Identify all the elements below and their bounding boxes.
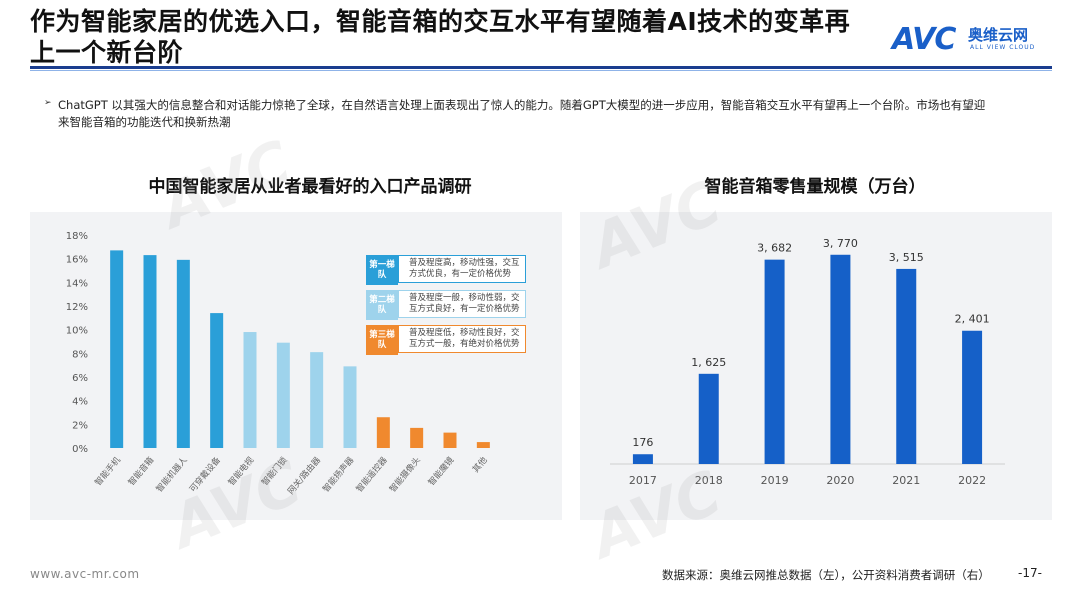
speaker-retail-volume-chart: 176 2017 1, 625 2018 3, 682 2019 3, 770 2020 3, … — [610, 237, 1005, 487]
left-y-tick-label: 12% — [66, 302, 88, 313]
left-y-tick-label: 2% — [72, 420, 88, 431]
left-y-tick-label: 8% — [72, 349, 88, 360]
left-bar — [376, 417, 390, 448]
right-bar — [962, 330, 983, 464]
right-value-label: 176 — [632, 436, 653, 449]
left-y-tick-label: 4% — [72, 397, 88, 408]
left-bar — [476, 442, 490, 448]
right-x-tick-label: 2018 — [695, 474, 723, 487]
entry-product-survey-chart: 0%2%4%6%8%10%12%14%16%18%智能手机 智能音箱智能机器人可穿… — [66, 231, 490, 497]
right-x-tick-label: 2021 — [892, 474, 920, 487]
left-bar — [176, 259, 190, 448]
tier1-tag: 第一梯队 — [366, 255, 398, 285]
header-divider — [30, 66, 1052, 69]
footer-url: www.avc-mr.com — [30, 567, 140, 581]
right-bar — [698, 373, 719, 464]
tier3-tag: 第三梯队 — [366, 325, 398, 355]
summary-text: ChatGPT 以其强大的信息整合和对话能力惊艳了全球，在自然语言处理上面表现出… — [58, 98, 986, 129]
right-bar — [830, 254, 851, 464]
right-x-tick-label: 2019 — [761, 474, 789, 487]
brand-logo: AVC 奥维云网 ALL VIEW CLOUD — [892, 22, 1062, 58]
left-bar — [443, 432, 457, 448]
right-bar — [764, 259, 785, 464]
left-x-tick-label: 智能音箱 — [126, 454, 157, 487]
right-value-label: 3, 515 — [889, 251, 924, 264]
tier2-legend: 第二梯队 普及程度一般，移动性弱，交互方式良好，有一定价格优势 — [366, 290, 526, 320]
right-bar — [896, 268, 917, 464]
left-x-tick-label: 智能摄像头 — [387, 454, 423, 494]
tier1-desc: 普及程度高，移动性强，交互方式优良，有一定价格优势 — [398, 255, 526, 283]
right-value-label: 3, 770 — [823, 237, 858, 250]
left-x-tick-label: 智能手机 — [93, 454, 124, 487]
left-bar — [343, 366, 357, 448]
right-x-tick-label: 2020 — [826, 474, 854, 487]
left-bar — [276, 342, 290, 448]
left-y-tick-label: 6% — [72, 373, 88, 384]
header-divider-thin — [30, 70, 1052, 71]
left-x-tick-label: 智能魔镜 — [426, 454, 457, 487]
tier3-legend: 第三梯队 普及程度低，移动性良好，交互方式一般，有绝对价格优势 — [366, 325, 526, 355]
left-x-tick-label: 智能扬声器 — [321, 454, 357, 494]
page-title: 作为智能家居的优选入口，智能音箱的交互水平有望随着AI技术的变革再上一个新台阶 — [30, 7, 851, 67]
logo-chinese-name: 奥维云网 — [968, 26, 1029, 44]
logo-mark: AVC — [892, 22, 956, 57]
tier1-legend: 第一梯队 普及程度高，移动性强，交互方式优良，有一定价格优势 — [366, 255, 526, 285]
left-x-tick-label: 智能遥控器 — [354, 454, 390, 494]
right-x-tick-label: 2017 — [629, 474, 657, 487]
left-x-tick-label: 其他 — [470, 454, 490, 474]
left-y-tick-label: 14% — [66, 278, 88, 289]
right-bar — [632, 454, 653, 464]
left-y-tick-label: 10% — [66, 326, 88, 337]
tier2-desc: 普及程度一般，移动性弱，交互方式良好，有一定价格优势 — [398, 290, 526, 318]
left-chart-title: 中国智能家居从业者最看好的入口产品调研 — [148, 177, 472, 197]
left-bar — [410, 427, 424, 448]
left-y-tick-label: 18% — [66, 231, 88, 242]
bullet-arrow-icon: ➢ — [44, 98, 52, 108]
left-y-tick-label: 0% — [72, 444, 88, 455]
left-bar — [110, 250, 124, 448]
footer-source: 数据来源：奥维云网推总数据（左），公开资料消费者调研（右） — [662, 568, 990, 582]
left-bar — [243, 332, 257, 448]
right-value-label: 3, 682 — [757, 242, 792, 255]
logo-english-name: ALL VIEW CLOUD — [970, 44, 1036, 51]
tier2-tag: 第二梯队 — [366, 290, 398, 320]
left-bar — [210, 313, 224, 448]
left-y-tick-label: 16% — [66, 255, 88, 266]
left-bar — [310, 352, 324, 448]
right-chart-title: 智能音箱零售量规模（万台） — [704, 177, 926, 197]
page-number: -17- — [1018, 566, 1042, 580]
left-bar — [143, 255, 157, 448]
right-value-label: 1, 625 — [691, 356, 726, 369]
right-value-label: 2, 401 — [955, 313, 990, 326]
tier3-desc: 普及程度低，移动性良好，交互方式一般，有绝对价格优势 — [398, 325, 526, 353]
right-x-tick-label: 2022 — [958, 474, 986, 487]
